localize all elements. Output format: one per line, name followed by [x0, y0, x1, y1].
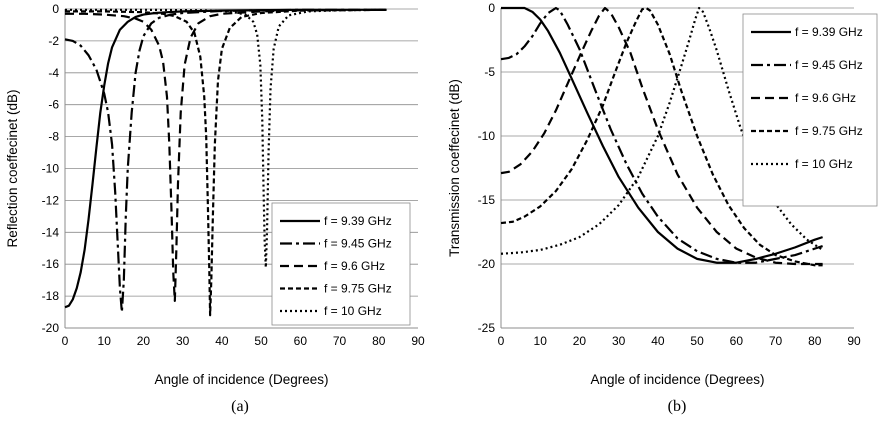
x-axis-label: Angle of incidence (Degrees)	[154, 372, 328, 387]
series-line	[65, 8, 387, 317]
y-tick-label: -4	[48, 66, 59, 80]
y-tick-label: -10	[42, 162, 60, 176]
y-tick-label: -20	[478, 257, 496, 271]
panel-a-reflection-chart: 0-2-4-6-8-10-12-14-16-18-200 10 20 30 40 50 60…	[5, 2, 425, 415]
legend-box	[271, 202, 411, 326]
series-line	[501, 6, 823, 264]
x-tick-label: 80	[808, 334, 822, 348]
series-line	[500, 6, 823, 267]
x-tick-label: 0	[62, 334, 69, 348]
x-tick-label: 0	[498, 334, 505, 348]
series-line	[500, 6, 823, 264]
x-tick-label: 70	[769, 334, 783, 348]
y-tick-label: -15	[478, 193, 496, 207]
series-line	[65, 8, 387, 269]
x-tick-label: 60	[730, 334, 744, 348]
y-tick-label: -18	[42, 289, 60, 303]
x-tick-label: 70	[333, 334, 347, 348]
legend-label: f = 9.6 GHz	[324, 259, 385, 273]
x-tick-label: 30	[176, 334, 190, 348]
x-tick-label: 30	[612, 334, 626, 348]
y-tick-label: 0	[488, 1, 495, 15]
y-tick-label: -6	[48, 98, 59, 112]
legend-label: f = 10 GHz	[324, 304, 382, 318]
legend-label: f = 9.39 GHz	[324, 214, 392, 228]
x-tick-label: 90	[847, 334, 861, 348]
x-tick-label: 50	[690, 334, 704, 348]
y-tick-label: -20	[42, 321, 60, 335]
y-tick-label: -14	[42, 225, 60, 239]
x-tick-label: 50	[254, 334, 268, 348]
legend-box	[742, 13, 878, 207]
y-tick-label: -25	[478, 321, 496, 335]
x-tick-label: 10	[98, 334, 112, 348]
legend-label: f = 9.75 GHz	[324, 282, 392, 296]
legend: f = 9.39 GHz f = 9.45 GHz f = 9.6 GHz f = 9…	[742, 13, 878, 207]
x-tick-label: 10	[534, 334, 548, 348]
y-tick-label: -8	[48, 130, 59, 144]
series-line	[500, 6, 824, 255]
y-tick-label: -2	[48, 34, 59, 48]
panel-caption: (b)	[668, 398, 687, 415]
legend-label: f = 9.39 GHz	[795, 25, 863, 39]
series-line	[500, 6, 823, 266]
x-tick-label: 40	[651, 334, 665, 348]
series-line	[65, 8, 387, 302]
y-axis-label: Reflection coeffecinet (dB)	[5, 89, 20, 247]
x-tick-label: 90	[411, 334, 425, 348]
y-tick-label: 0	[52, 2, 59, 16]
legend-label: f = 9.45 GHz	[795, 58, 863, 72]
x-axis-label: Angle of incidence (Degrees)	[590, 372, 764, 387]
panel-b-transmission-chart: 0-5-10-15-20-250 10 20 30 40 50 60 70 80 90Angle …	[447, 1, 878, 415]
x-tick-label: 20	[137, 334, 151, 348]
legend: f = 9.39 GHz f = 9.45 GHz f = 9.6 GHz f = 9…	[271, 202, 411, 326]
legend-label: f = 9.45 GHz	[324, 237, 392, 251]
y-tick-label: -10	[478, 129, 496, 143]
x-tick-label: 80	[372, 334, 386, 348]
x-tick-label: 20	[573, 334, 587, 348]
y-tick-label: -5	[484, 65, 495, 79]
x-tick-label: 40	[215, 334, 229, 348]
panel-caption: (a)	[231, 398, 249, 415]
legend-label: f = 9.6 GHz	[795, 91, 856, 105]
y-tick-label: -12	[42, 193, 60, 207]
x-tick-label: 60	[294, 334, 308, 348]
series-line	[64, 8, 387, 309]
legend-label: f = 10 GHz	[795, 157, 853, 171]
y-tick-label: -16	[42, 257, 60, 271]
y-axis-label: Transmission coeffecinet (dB)	[447, 79, 462, 257]
legend-label: f = 9.75 GHz	[795, 124, 863, 138]
